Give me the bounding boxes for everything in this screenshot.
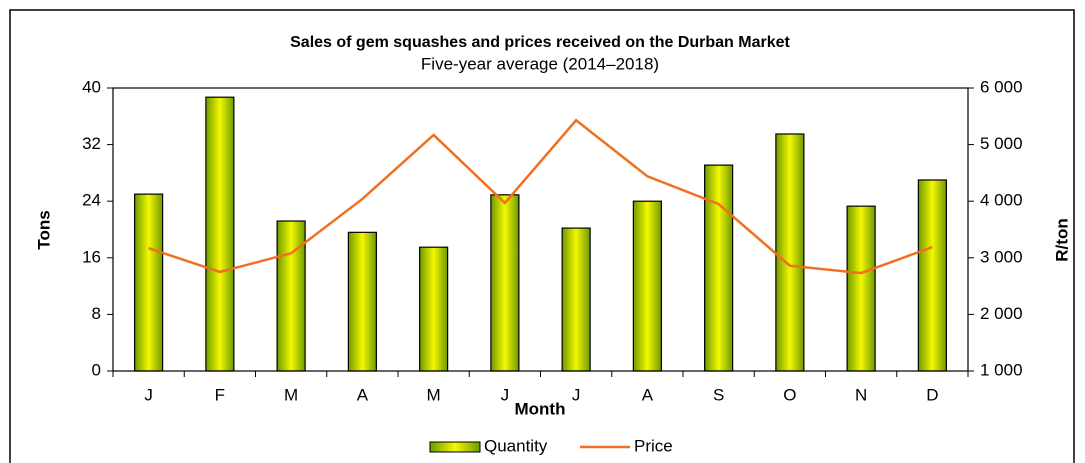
y-axis-label: Tons (34, 210, 53, 249)
x-tick-label: A (642, 385, 654, 404)
y2-tick-label: 5 000 (980, 134, 1023, 153)
bar (775, 133, 805, 372)
y-tick-label: 24 (82, 191, 101, 210)
bar (561, 227, 591, 372)
y-tick-label: 32 (82, 134, 101, 153)
price-line (148, 118, 933, 275)
x-tick-label: J (144, 385, 153, 404)
x-tick-label: D (926, 385, 938, 404)
x-tick-label: J (501, 385, 510, 404)
plot-frame (112, 87, 969, 372)
x-tick-label: N (855, 385, 867, 404)
x-tick-label: J (572, 385, 581, 404)
x-tick-label: O (783, 385, 796, 404)
bar (704, 164, 734, 372)
x-tick-label: M (284, 385, 298, 404)
bar (490, 194, 520, 372)
y-tick-label: 16 (82, 247, 101, 266)
bar (205, 96, 235, 372)
bar (846, 205, 876, 372)
chart-title: Sales of gem squashes and prices receive… (290, 34, 790, 51)
y2-tick-label: 4 000 (980, 191, 1023, 210)
y-tick-label: 0 (92, 360, 101, 379)
bar (276, 220, 306, 372)
bar (632, 200, 662, 372)
chart-subtitle: Five-year average (2014–2018) (421, 54, 659, 73)
bar (419, 246, 449, 372)
y2-tick-label: 1 000 (980, 360, 1023, 379)
legend-label: Price (634, 436, 673, 455)
x-tick-label: F (215, 385, 225, 404)
x-tick-label: M (427, 385, 441, 404)
x-tick-label: S (713, 385, 724, 404)
bar (917, 179, 947, 372)
legend-label: Quantity (484, 436, 548, 455)
chart-border (9, 9, 1075, 463)
y2-tick-label: 3 000 (980, 247, 1023, 266)
y2-axis-label: R/ton (1052, 218, 1071, 261)
bar (134, 193, 164, 372)
legend-swatch (429, 441, 481, 453)
y-tick-label: 8 (92, 304, 101, 323)
bar (347, 231, 377, 372)
x-axis-label: Month (515, 399, 566, 418)
y-tick-label: 40 (82, 77, 101, 96)
x-tick-label: A (357, 385, 369, 404)
y2-tick-label: 6 000 (980, 77, 1023, 96)
y2-tick-label: 2 000 (980, 304, 1023, 323)
